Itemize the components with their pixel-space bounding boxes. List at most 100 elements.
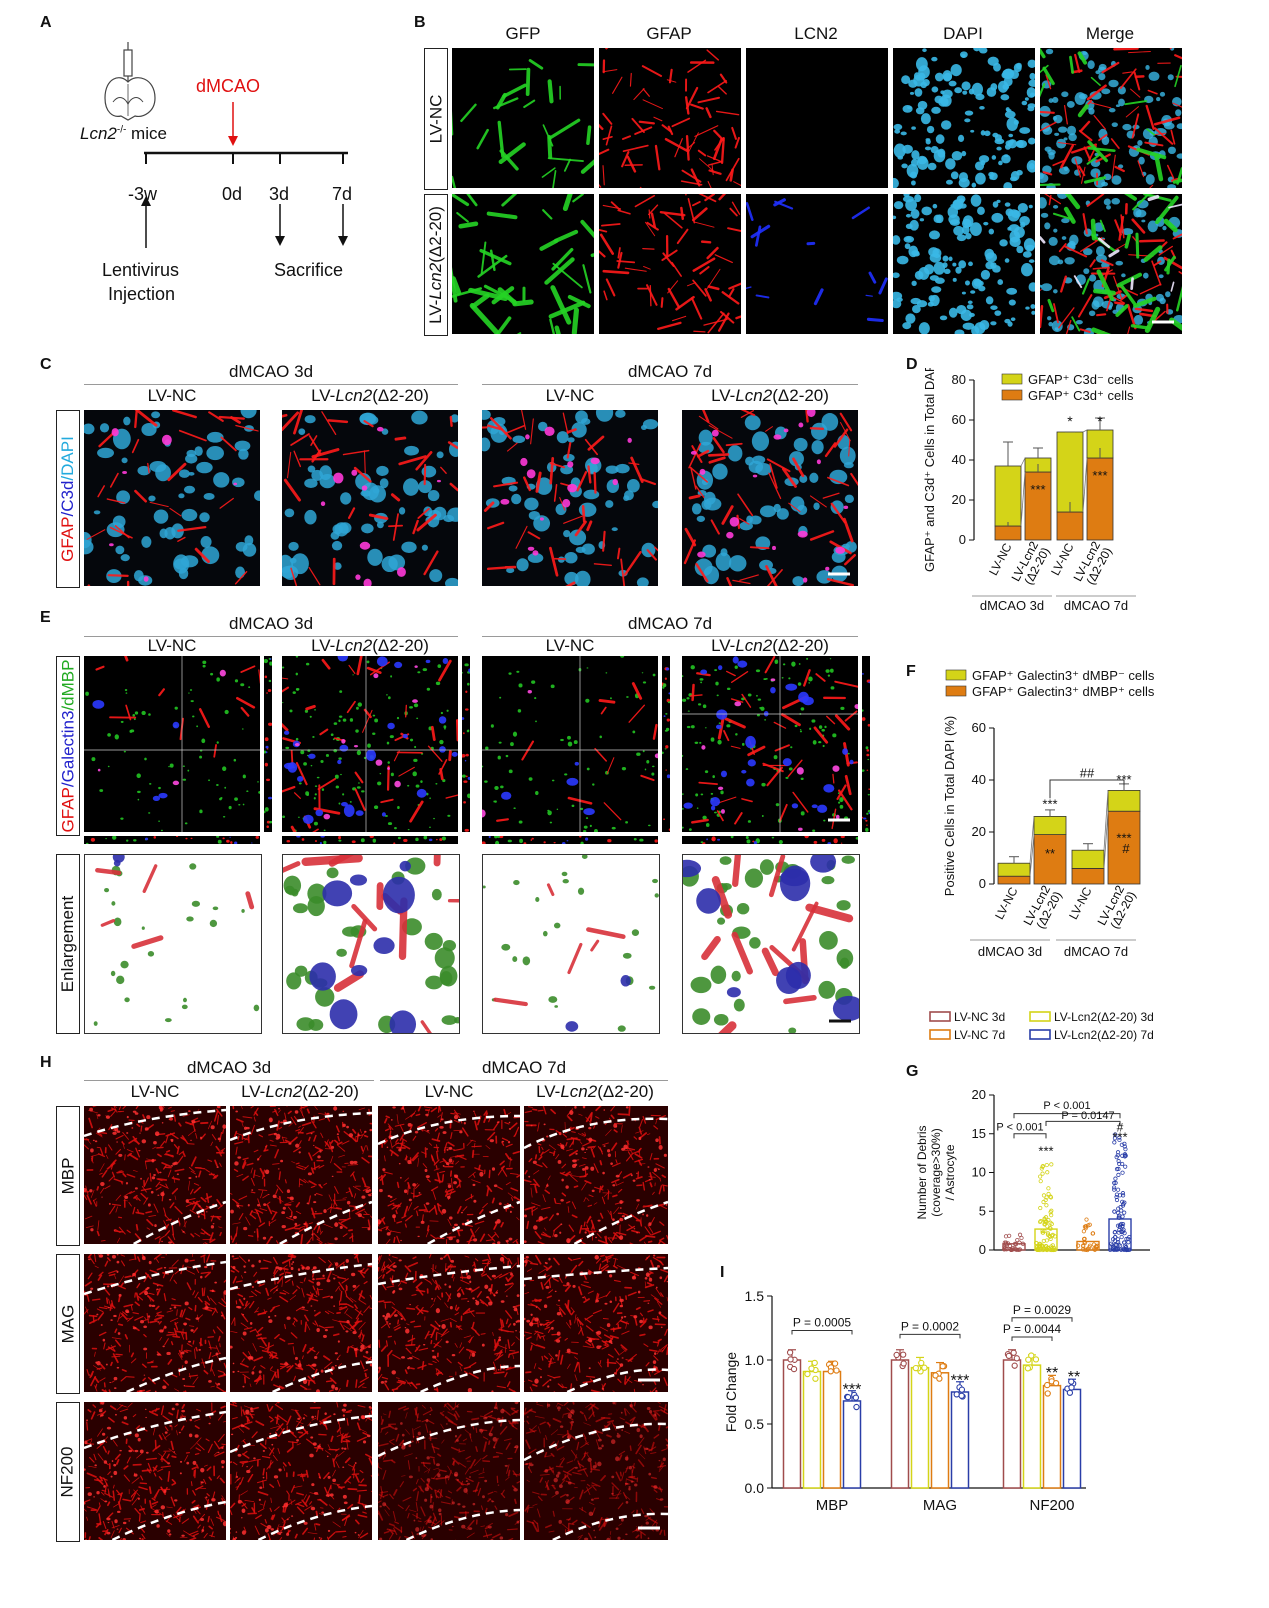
y-tick-label: 0.0 xyxy=(745,1480,765,1496)
group-header-7d-e: dMCAO 7d xyxy=(627,614,713,633)
micrograph-c-1 xyxy=(282,410,458,586)
legend-swatch xyxy=(1001,389,1023,401)
data-point xyxy=(1066,1389,1074,1396)
ortho-strip-v-3 xyxy=(862,656,870,832)
annotation: *** xyxy=(1042,797,1057,812)
ortho-strip-h-0 xyxy=(84,836,260,844)
data-point xyxy=(1047,1246,1052,1251)
pvalue-label: P < 0.001 xyxy=(996,1122,1043,1134)
bar xyxy=(1022,1364,1042,1489)
micrograph-b-lv-nc-1 xyxy=(599,48,741,188)
data-point xyxy=(1036,1247,1041,1252)
data-point xyxy=(1002,1244,1007,1249)
data-point xyxy=(804,1370,811,1378)
data-point xyxy=(1007,1233,1012,1238)
y-tick-label: 60 xyxy=(972,720,986,735)
micrograph-b-lv-nc-0 xyxy=(452,48,594,188)
group-label: dMCAO 7d xyxy=(1064,598,1128,613)
legend-swatch xyxy=(1029,1029,1051,1040)
legend-label: LV-NC 7d xyxy=(954,1028,1005,1042)
data-point xyxy=(1038,1179,1043,1184)
ortho-strip-v-0 xyxy=(264,656,272,832)
data-point xyxy=(1037,1244,1042,1249)
data-point xyxy=(1115,1187,1121,1192)
legend-label: LV-Lcn2(Δ2-20) 7d xyxy=(1054,1028,1154,1042)
stain-label-e: GFAP/Galectin3/dMBP xyxy=(56,656,80,836)
data-point xyxy=(1042,1217,1047,1222)
data-point xyxy=(1048,1226,1053,1231)
col-header-lv-lcn2-e3: LV-Lcn2(Δ2-20) xyxy=(311,636,429,655)
annotation: *** xyxy=(1038,1143,1053,1158)
micrograph-b-lv-nc-4 xyxy=(1040,48,1182,188)
micrograph-b-lv-lcn2-0 xyxy=(452,194,594,334)
data-point xyxy=(1108,1247,1113,1253)
group-header-3d-e: dMCAO 3d xyxy=(228,614,314,633)
legend-swatch xyxy=(1001,373,1023,385)
bar xyxy=(910,1366,930,1489)
mice-label: Lcn2-/- mice xyxy=(80,124,167,143)
data-point xyxy=(921,1364,928,1371)
group-label: MAG xyxy=(923,1497,957,1514)
timepoint-7d: 7d xyxy=(332,184,353,204)
panel-letter-g: G xyxy=(906,1063,919,1080)
data-point xyxy=(1116,1172,1121,1177)
data-point xyxy=(853,1403,860,1411)
data-point xyxy=(1113,1132,1118,1137)
group-line-7d-h xyxy=(380,1080,668,1081)
data-point xyxy=(1123,1243,1128,1248)
legend-swatch xyxy=(929,1029,951,1040)
legend-label: GFAP⁺ C3d⁺ cells xyxy=(1028,388,1134,403)
data-point xyxy=(1112,1185,1117,1190)
data-point xyxy=(1038,1174,1043,1179)
data-point xyxy=(936,1375,943,1382)
data-point xyxy=(1092,1247,1097,1252)
micrograph-h-0-1 xyxy=(230,1106,372,1244)
group-label: NF200 xyxy=(1029,1497,1074,1514)
micrograph-h-2-0 xyxy=(84,1402,226,1540)
channel-header-merge: Merge xyxy=(1085,24,1135,43)
y-tick-label: 20 xyxy=(972,824,986,839)
bar xyxy=(802,1370,822,1489)
data-point xyxy=(953,1391,960,1398)
connector xyxy=(1082,429,1088,433)
annotation: ## xyxy=(1080,765,1095,780)
bar-c3d-pos xyxy=(1056,511,1084,541)
data-point xyxy=(1010,1245,1016,1251)
panel-letter-h: H xyxy=(40,1054,52,1071)
data-point xyxy=(900,1360,907,1367)
data-point xyxy=(1109,1241,1114,1246)
ortho-strip-h-3 xyxy=(682,836,858,844)
micrograph-b-lv-nc-3 xyxy=(893,48,1035,188)
data-point xyxy=(1082,1239,1087,1245)
data-point xyxy=(1120,1161,1125,1167)
ortho-strip-h-1 xyxy=(282,836,458,844)
group-header-3d-c: dMCAO 3d xyxy=(228,362,314,381)
group-label: dMCAO 3d xyxy=(978,944,1042,959)
micrograph-h-0-0 xyxy=(84,1106,226,1244)
timeline-schematic xyxy=(95,40,395,310)
legend-swatch xyxy=(945,669,967,681)
ortho-strip-v-2 xyxy=(662,656,670,832)
y-tick-label: 0 xyxy=(979,876,986,891)
data-point xyxy=(1041,1238,1046,1244)
enlargement-label: Enlargement xyxy=(56,854,80,1034)
data-point xyxy=(1049,1162,1054,1167)
col-header-lv-lcn2-h7: LV-Lcn2(Δ2-20) xyxy=(536,1082,654,1101)
sacrifice-label: Sacrifice xyxy=(274,260,344,280)
pvalue-bracket xyxy=(1013,1133,1047,1139)
y-tick-label: 20 xyxy=(952,492,966,507)
data-point xyxy=(1044,1244,1049,1249)
data-point xyxy=(811,1359,818,1367)
data-point xyxy=(1081,1243,1086,1248)
annotation: *** xyxy=(1030,482,1045,497)
data-point xyxy=(1010,1349,1017,1356)
data-point xyxy=(1116,1242,1121,1247)
timeline-axis xyxy=(141,102,348,248)
panel-letter-e: E xyxy=(40,609,51,626)
y-axis-label: Fold Change xyxy=(723,1352,739,1432)
injection-label-2: Injection xyxy=(108,284,176,304)
data-point xyxy=(1081,1229,1086,1234)
data-point xyxy=(1044,1162,1049,1168)
micrograph-e-1 xyxy=(282,656,458,832)
annotation: ** xyxy=(1068,1369,1080,1386)
